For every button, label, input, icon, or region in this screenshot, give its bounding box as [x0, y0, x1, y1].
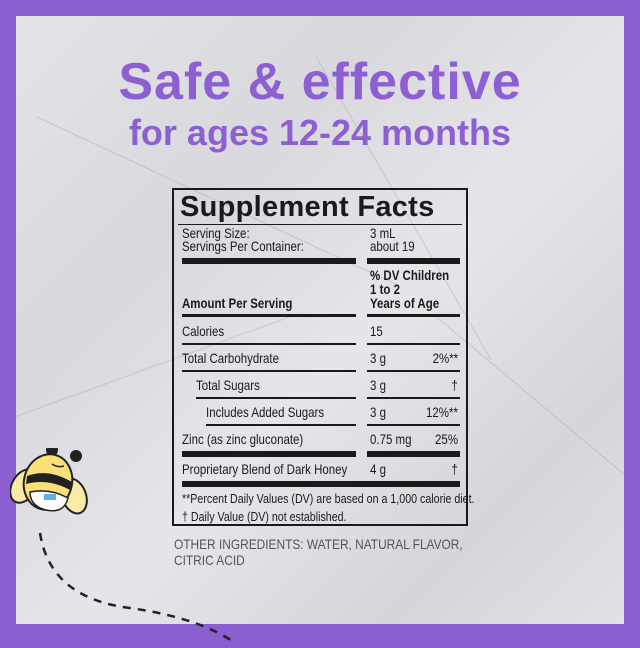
dv-header-1: % DV Children	[370, 267, 450, 283]
nutrient-dv: 25%	[435, 431, 458, 447]
headline-title: Safe & effective	[118, 53, 522, 111]
nutrient-name: Zinc (as zinc gluconate)	[182, 431, 304, 447]
marble-background	[15, 16, 628, 624]
nutrient-name: Proprietary Blend of Dark Honey	[182, 461, 348, 477]
nutrient-amount: 4 g	[370, 461, 386, 477]
supplement-facts-label: Supplement Facts Serving Size: 3 mL Serv…	[172, 188, 475, 526]
nutrient-amount: 15	[370, 323, 383, 339]
nutrient-dv: 2%**	[432, 350, 458, 366]
serving-size-value: 3 mL	[370, 225, 396, 241]
nutrient-name: Calories	[182, 323, 225, 339]
nutrient-dv: †	[451, 461, 458, 477]
nutrient-amount: 3 g	[370, 404, 386, 420]
footnote-dagger: † Daily Value (DV) not established.	[182, 509, 347, 524]
dv-header-2: 1 to 2	[370, 281, 400, 297]
label-title: Supplement Facts	[180, 191, 435, 223]
serving-size-label: Serving Size:	[182, 225, 250, 241]
servings-per-container-value: about 19	[370, 238, 415, 254]
nutrient-name: Includes Added Sugars	[206, 404, 325, 420]
nutrient-amount: 3 g	[370, 350, 386, 366]
nutrient-dv: †	[451, 377, 458, 393]
bee-mascot-icon	[10, 448, 236, 645]
nutrient-amount: 3 g	[370, 377, 386, 393]
footnote-dv: **Percent Daily Values (DV) are based on…	[182, 491, 475, 506]
nutrient-name: Total Sugars	[196, 377, 260, 393]
amount-header: Amount Per Serving	[182, 295, 293, 311]
headline-subtitle: for ages 12-24 months	[128, 112, 512, 153]
servings-per-container-label: Servings Per Container:	[182, 238, 304, 254]
nutrient-amount: 0.75 mg	[370, 431, 412, 447]
dv-header-3: Years of Age	[370, 295, 440, 311]
nutrient-dv: 12%**	[426, 404, 458, 420]
nutrient-name: Total Carbohydrate	[182, 350, 280, 366]
other-ingredients: OTHER INGREDIENTS: WATER, NATURAL FLAVOR…	[174, 536, 463, 568]
